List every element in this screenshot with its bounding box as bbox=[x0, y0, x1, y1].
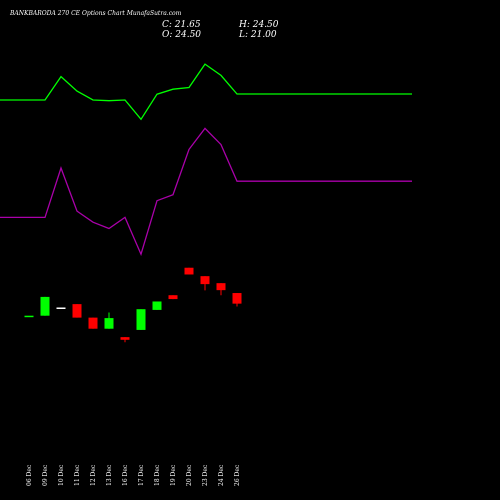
x-tick-label: 06 Dec bbox=[26, 464, 33, 486]
candle-body bbox=[104, 318, 114, 329]
candle-body bbox=[136, 309, 146, 330]
x-tick-label: 20 Dec bbox=[186, 464, 193, 486]
x-tick-label: 09 Dec bbox=[42, 464, 49, 486]
candle-body bbox=[88, 317, 98, 329]
candle-body bbox=[24, 315, 34, 318]
x-tick-label: 10 Dec bbox=[58, 464, 65, 486]
candle-body bbox=[184, 267, 194, 275]
open-value: O: 24.50 bbox=[162, 30, 202, 40]
x-tick-label: 11 Dec bbox=[74, 464, 81, 486]
candle-body bbox=[152, 301, 162, 310]
close-value: C: 21.65 bbox=[162, 20, 201, 30]
lower-band-line bbox=[0, 127, 412, 257]
candle-body bbox=[40, 296, 50, 316]
x-tick-label: 17 Dec bbox=[138, 464, 145, 486]
x-tick-label: 24 Dec bbox=[218, 464, 225, 486]
x-tick-label: 13 Dec bbox=[106, 464, 113, 486]
high-value: H: 24.50 bbox=[239, 20, 279, 30]
x-tick-label: 16 Dec bbox=[122, 464, 129, 486]
low-value: L: 21.00 bbox=[239, 30, 277, 40]
x-tick-label: 26 Dec bbox=[234, 464, 241, 486]
upper-band-line bbox=[0, 63, 412, 121]
candle-body bbox=[56, 307, 66, 310]
x-tick-label: 23 Dec bbox=[202, 464, 209, 486]
candle-body bbox=[200, 276, 210, 285]
candle-body bbox=[216, 283, 226, 291]
candle-body bbox=[168, 295, 178, 300]
chart-title: BANKBARODA 270 CE Options Chart MunafaSu… bbox=[10, 10, 182, 17]
x-tick-label: 12 Dec bbox=[90, 464, 97, 486]
candle-body bbox=[120, 337, 130, 340]
x-tick-label: 19 Dec bbox=[170, 464, 177, 486]
candle-body bbox=[232, 293, 242, 304]
x-tick-label: 18 Dec bbox=[154, 464, 161, 486]
candle-body bbox=[72, 304, 82, 318]
